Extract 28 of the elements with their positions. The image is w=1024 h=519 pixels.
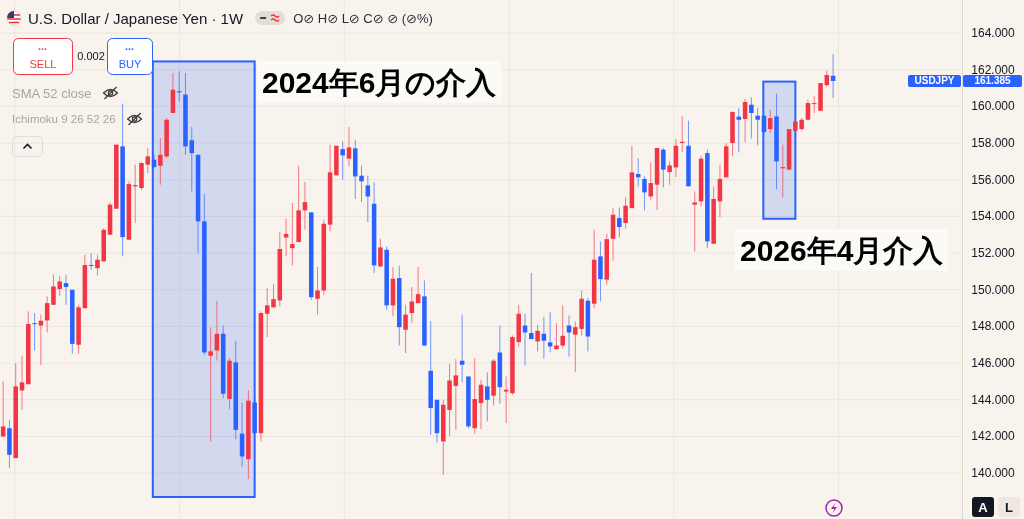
y-tick-label: 146.000 (971, 356, 1016, 371)
text: L (1005, 499, 1014, 515)
y-tick-label: 162.000 (971, 62, 1016, 77)
y-tick-label: 150.000 (971, 282, 1016, 297)
y-tick-label: 154.000 (971, 209, 1016, 224)
annotation: BUY (118, 58, 142, 70)
y-tick-label: 158.000 (971, 136, 1016, 151)
annotation: 0.002 (77, 50, 105, 62)
y-tick-label: 164.000 (971, 26, 1016, 41)
annotation: ... (37, 40, 48, 52)
annotation: ... (124, 40, 135, 52)
annotation: Ichimoku 9 26 52 26 (12, 113, 116, 125)
y-tick-label: 156.000 (971, 172, 1016, 187)
annotation: USDJPY (914, 75, 955, 87)
y-tick-label: 142.000 (971, 429, 1016, 444)
y-tick-label: 160.000 (971, 99, 1016, 114)
text: U.S. Dollar / Japanese Yen · 1W (28, 9, 244, 27)
annotation: SELL (29, 58, 57, 70)
y-tick-label: 148.000 (971, 319, 1016, 334)
annotation: O⊘ H⊘ L⊘ C⊘ ⊘ (⊘%) (293, 10, 433, 26)
annotation: SMA 52 close (12, 85, 92, 101)
y-tick-label: 140.000 (971, 466, 1016, 481)
y-tick-label: 152.000 (971, 246, 1016, 261)
annotation: 2026年4月介入 (740, 233, 945, 267)
y-tick-label: 144.000 (971, 392, 1016, 407)
annotation: 2024年6月の介入 (262, 65, 498, 99)
text: A (978, 499, 989, 515)
text: 161.385 (974, 75, 1012, 87)
